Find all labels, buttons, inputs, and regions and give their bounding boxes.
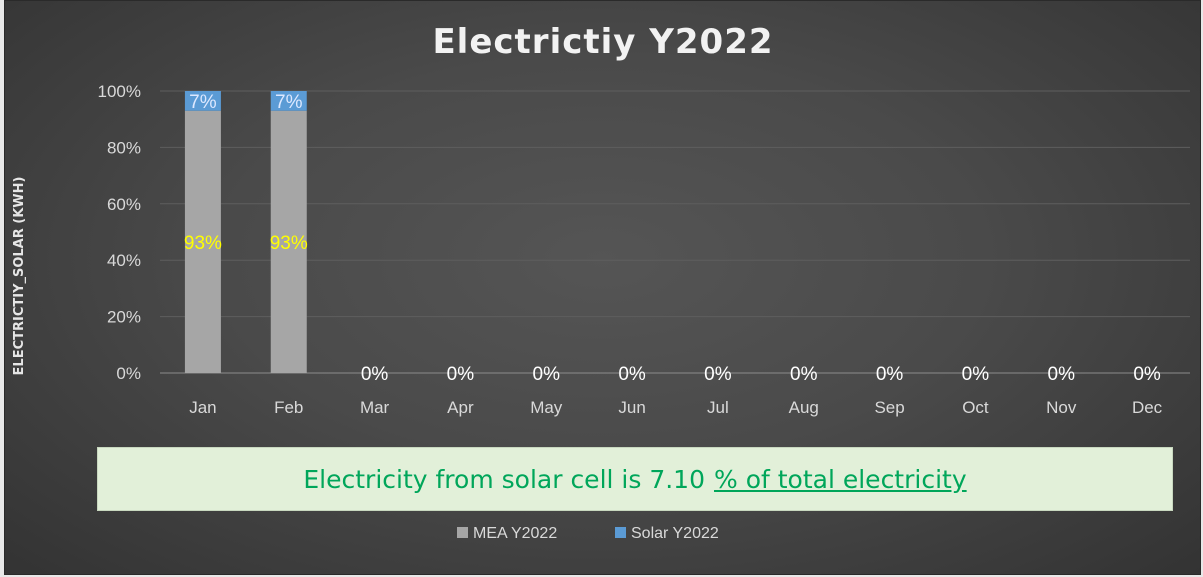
y-tick-label: 0% (116, 364, 141, 383)
chart: Electrictiy Y2022 ELECTRICTIY_SOLAR (KWH… (12, 22, 1190, 542)
data-label-mea: 0% (1133, 364, 1161, 385)
y-tick-label: 60% (107, 195, 141, 214)
x-tick-label: Jul (707, 398, 729, 417)
summary-link[interactable]: % of total electricity (714, 464, 967, 494)
data-label-solar: 7% (189, 92, 217, 113)
legend-swatch (457, 527, 468, 538)
x-tick-label: Apr (447, 398, 474, 417)
legend-label: MEA Y2022 (473, 525, 557, 542)
data-label-mea: 0% (876, 364, 904, 385)
legend-label: Solar Y2022 (631, 525, 719, 542)
data-label-mea: 0% (790, 364, 818, 385)
summary-note: Electricity from solar cell is 7.10 % of… (97, 447, 1173, 511)
x-tick-label: Sep (874, 398, 904, 417)
y-tick-label: 100% (98, 82, 141, 101)
data-label-mea: 93% (184, 233, 222, 254)
gridlines (160, 90, 1190, 374)
x-tick-label: Dec (1132, 398, 1163, 417)
x-tick-label: Feb (274, 398, 303, 417)
data-label-mea: 0% (533, 364, 561, 385)
x-tick-label: Jun (618, 398, 645, 417)
data-label-solar: 7% (275, 92, 303, 113)
chart-panel: Electrictiy Y2022 ELECTRICTIY_SOLAR (KWH… (4, 0, 1201, 575)
x-tick-label: Mar (360, 398, 390, 417)
data-label-mea: 0% (618, 364, 646, 385)
y-tick-label: 20% (107, 308, 141, 327)
legend-swatch (615, 527, 626, 538)
data-label-mea: 0% (962, 364, 990, 385)
x-tick-label: Jan (189, 398, 216, 417)
y-axis-ticks: 0% 20% 40% 60% 80% 100% (98, 82, 141, 383)
bar-solar (270, 91, 307, 111)
summary-text: Electricity from solar cell is 7.10 (303, 464, 705, 494)
data-labels: 93% 7% 93% 7% 0% 0% 0% 0% 0% 0% 0% 0% 0% 0% (184, 92, 1161, 385)
data-label-mea: 93% (270, 233, 308, 254)
y-axis-label: ELECTRICTIY_SOLAR (KWH) (12, 177, 27, 376)
data-label-mea: 0% (361, 364, 389, 385)
legend: MEA Y2022 Solar Y2022 (457, 525, 719, 542)
bars (184, 91, 307, 374)
x-tick-label: May (530, 398, 563, 417)
data-label-mea: 0% (704, 364, 732, 385)
x-tick-label: Oct (962, 398, 989, 417)
x-tick-label: Nov (1046, 398, 1077, 417)
data-label-mea: 0% (1048, 364, 1076, 385)
bar-solar (184, 91, 221, 111)
bar-mea (270, 110, 307, 374)
x-tick-label: Aug (789, 398, 819, 417)
y-tick-label: 40% (107, 251, 141, 270)
chart-title: Electrictiy Y2022 (432, 22, 773, 62)
bar-mea (184, 110, 221, 374)
data-label-mea: 0% (447, 364, 475, 385)
x-axis-ticks: Jan Feb Mar Apr May Jun Jul Aug Sep Oct Nov Dec (189, 398, 1162, 417)
y-tick-label: 80% (107, 138, 141, 157)
